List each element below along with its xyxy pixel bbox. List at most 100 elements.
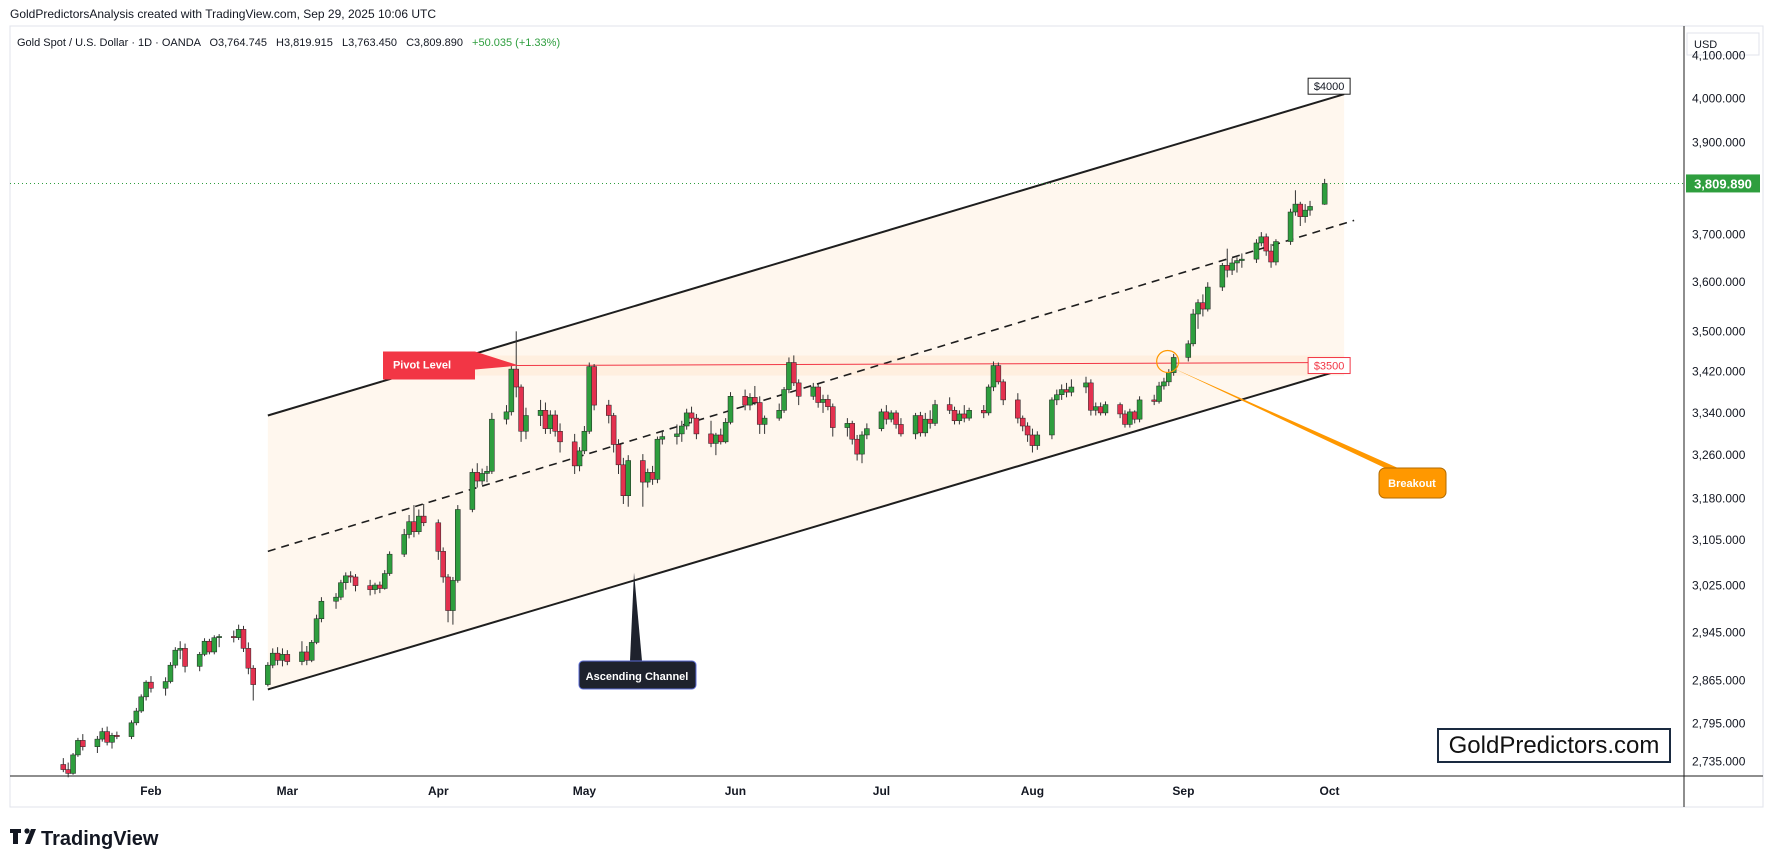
candle-body-up <box>1170 357 1177 373</box>
candle <box>966 407 972 421</box>
candle <box>1136 396 1143 423</box>
candle <box>420 503 427 527</box>
price-tick-label: 3,700.000 <box>1692 227 1746 241</box>
candle-body-up <box>167 664 174 682</box>
candle-body-up <box>722 422 729 443</box>
candle <box>1239 253 1245 268</box>
candle-body-up <box>581 431 588 452</box>
candle-body-up <box>761 417 768 425</box>
candle <box>674 424 680 445</box>
price-tick-label: 2,795.000 <box>1692 716 1746 730</box>
candle <box>386 551 393 576</box>
candle-body-up <box>1219 265 1226 288</box>
candle-body-up <box>1058 389 1065 395</box>
candle <box>995 362 1002 385</box>
candle-body-up <box>172 649 179 666</box>
candle-body-down <box>206 640 213 653</box>
candle-body-up <box>679 425 685 435</box>
currency-button[interactable] <box>1686 32 1760 56</box>
tradingview-logo[interactable]: TradingView <box>10 828 159 850</box>
candle <box>1068 379 1075 397</box>
candle <box>610 412 617 453</box>
pivot-callout <box>383 351 519 380</box>
candle-body-up <box>343 575 349 583</box>
candle-body-up <box>265 664 271 685</box>
candle-body-up <box>469 472 476 510</box>
candle <box>416 509 422 535</box>
candle-body-down <box>1029 434 1036 446</box>
ohlc-high: H3,819.915 <box>276 37 333 49</box>
candle <box>1117 402 1123 419</box>
candle <box>333 593 339 609</box>
candle <box>435 519 442 560</box>
candle <box>1088 379 1094 416</box>
candle <box>756 396 763 434</box>
candle-body-down <box>688 412 695 419</box>
candle-body-up <box>1205 286 1211 310</box>
candle <box>1161 377 1167 390</box>
candle-body-down <box>445 576 451 611</box>
candle-body-down <box>893 412 899 425</box>
candle-body-up <box>318 600 325 620</box>
candle-body-up <box>75 740 81 756</box>
candle-body-up <box>888 412 894 420</box>
candle-body-down <box>1019 417 1026 427</box>
candle-body-up <box>479 473 485 482</box>
candle-body-down <box>245 648 252 669</box>
candle-body-up <box>450 580 456 611</box>
candle <box>859 431 865 464</box>
candle-body-up <box>508 368 515 413</box>
candle-body-up <box>1234 260 1240 264</box>
candle <box>1307 200 1313 216</box>
ohlc-close: C3,809.890 <box>406 37 463 49</box>
time-tick-label: Oct <box>1320 784 1340 798</box>
candle <box>1234 257 1240 273</box>
candle <box>761 415 768 434</box>
candle-body-up <box>586 366 593 432</box>
candle <box>401 528 407 558</box>
candle-body-up <box>406 521 412 535</box>
candle-body-down <box>274 652 281 661</box>
candle-body-down <box>104 731 110 743</box>
candle-body-down <box>1117 404 1123 415</box>
candle <box>508 365 515 416</box>
candle <box>683 408 690 430</box>
candle <box>922 412 929 437</box>
candle <box>795 379 802 406</box>
price-tick-label: 4,100.000 <box>1692 49 1746 63</box>
candle <box>878 408 885 432</box>
pivot-line <box>515 361 1345 367</box>
channel-fill <box>267 94 1345 690</box>
candle <box>586 362 593 434</box>
candle-body-up <box>1185 343 1192 358</box>
candle-body-up <box>1083 382 1089 388</box>
candle <box>450 576 456 625</box>
candle-body-down <box>1224 265 1230 271</box>
candle <box>864 423 870 440</box>
price-tick-label: 3,180.000 <box>1692 491 1746 505</box>
candle-body-down <box>367 585 373 590</box>
candle-body-up <box>372 584 378 590</box>
candle <box>455 505 461 583</box>
price-tick-label: 3,900.000 <box>1692 136 1746 150</box>
price-tick-label: 4,000.000 <box>1692 92 1746 106</box>
candle-body-up <box>922 418 929 434</box>
candle-body-down <box>980 410 987 414</box>
candle-body-down <box>377 584 383 589</box>
candle-body-down <box>1268 250 1274 263</box>
candle-body-down <box>951 410 958 422</box>
candle-body-up <box>625 460 631 496</box>
candle <box>1024 422 1031 442</box>
candle <box>162 677 169 696</box>
price-tick-label: 3,260.000 <box>1692 448 1746 462</box>
candle-body-down <box>182 648 188 667</box>
candle <box>932 399 938 427</box>
candle-body-up <box>489 418 495 472</box>
candle-body-up <box>99 731 106 740</box>
candle-body-down <box>1088 382 1094 411</box>
candle <box>688 406 695 424</box>
ohlc-open: O3,764.745 <box>209 37 267 49</box>
candle-body-down <box>640 460 646 483</box>
candle-body-down <box>114 735 120 737</box>
candle-body-down <box>815 386 821 403</box>
